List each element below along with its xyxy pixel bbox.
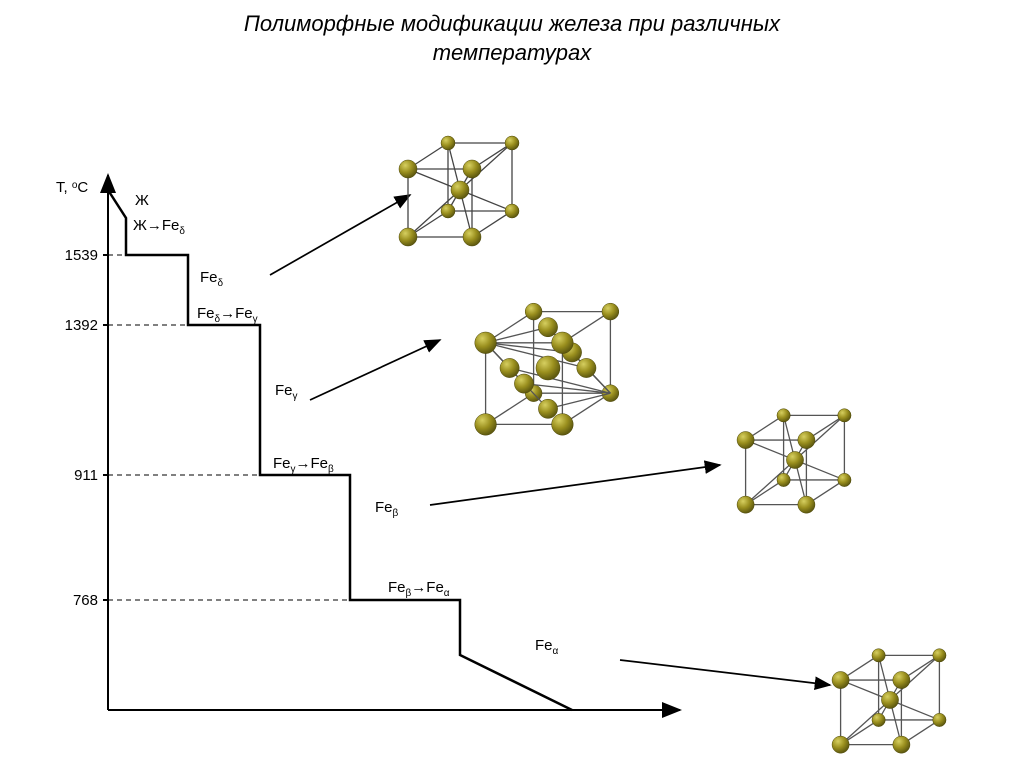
crystal-structure — [737, 409, 851, 514]
crystal-structure — [832, 649, 946, 754]
svg-text:1392: 1392 — [65, 317, 98, 334]
svg-text:Feγ: Feγ — [275, 382, 298, 402]
svg-text:Feβ: Feβ — [375, 499, 399, 519]
crystal-structure — [399, 136, 519, 246]
diagram-svg: 1539 1392 911 768 T, oC Ж Ж→Feδ Feδ Feδ→Feγ Feγ Fe… — [0, 0, 1024, 767]
svg-text:1539: 1539 — [65, 247, 98, 264]
svg-text:Feδ: Feδ — [200, 269, 224, 289]
svg-text:Feα: Feα — [535, 637, 559, 657]
svg-text:Ж: Ж — [135, 192, 149, 209]
svg-text:Feδ→Feγ: Feδ→Feγ — [197, 305, 258, 325]
crystal-structure — [475, 303, 619, 435]
svg-text:Feβ→Feα: Feβ→Feα — [388, 579, 450, 599]
svg-text:768: 768 — [73, 592, 98, 609]
svg-text:Feγ→Feβ: Feγ→Feβ — [273, 455, 334, 475]
svg-text:Ж→Feδ: Ж→Feδ — [133, 217, 185, 237]
svg-text:T, oC: T, oC — [56, 179, 88, 196]
svg-text:911: 911 — [74, 467, 98, 484]
